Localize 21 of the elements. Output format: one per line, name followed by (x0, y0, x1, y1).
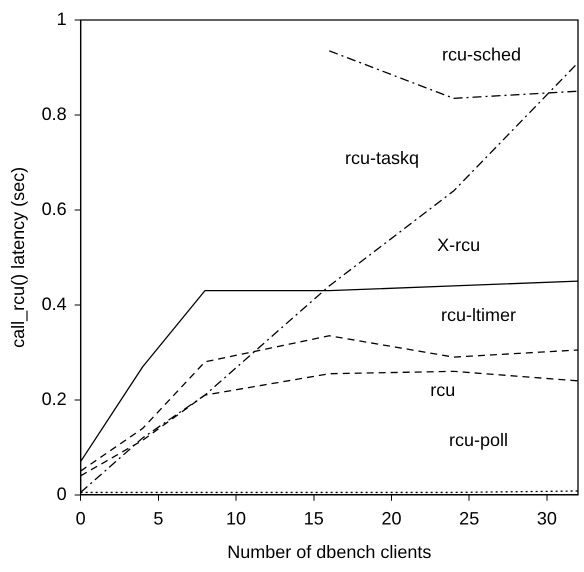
annotation: rcu-sched (442, 44, 522, 65)
annotation: rcu (430, 380, 456, 400)
annotation: rcu-poll (449, 430, 508, 450)
y-tick-label: 0.6 (42, 198, 67, 219)
x-tick-label: 20 (381, 508, 402, 529)
annotation: rcu-taskq (345, 148, 420, 168)
x-tick-label: 30 (536, 508, 557, 529)
y-tick-label: 0.8 (42, 104, 67, 124)
y-tick-label: 0.4 (42, 294, 67, 314)
x-tick-label: 5 (153, 508, 164, 529)
y-axis-title: call_rcu() latency (sec) (8, 166, 28, 348)
y-tick-label: 1 (56, 8, 67, 29)
y-tick-label: 0 (56, 484, 67, 504)
x-axis-title: Number of dbench clients (227, 542, 432, 562)
annotation: rcu-ltimer (441, 304, 516, 325)
annotation: X-rcu (437, 234, 480, 255)
x-tick-label: 25 (459, 508, 480, 529)
x-tick-label: 15 (304, 508, 324, 529)
x-tick-label: 10 (226, 508, 246, 529)
y-tick-label: 0.2 (42, 388, 67, 409)
x-tick-label: 0 (76, 508, 86, 529)
